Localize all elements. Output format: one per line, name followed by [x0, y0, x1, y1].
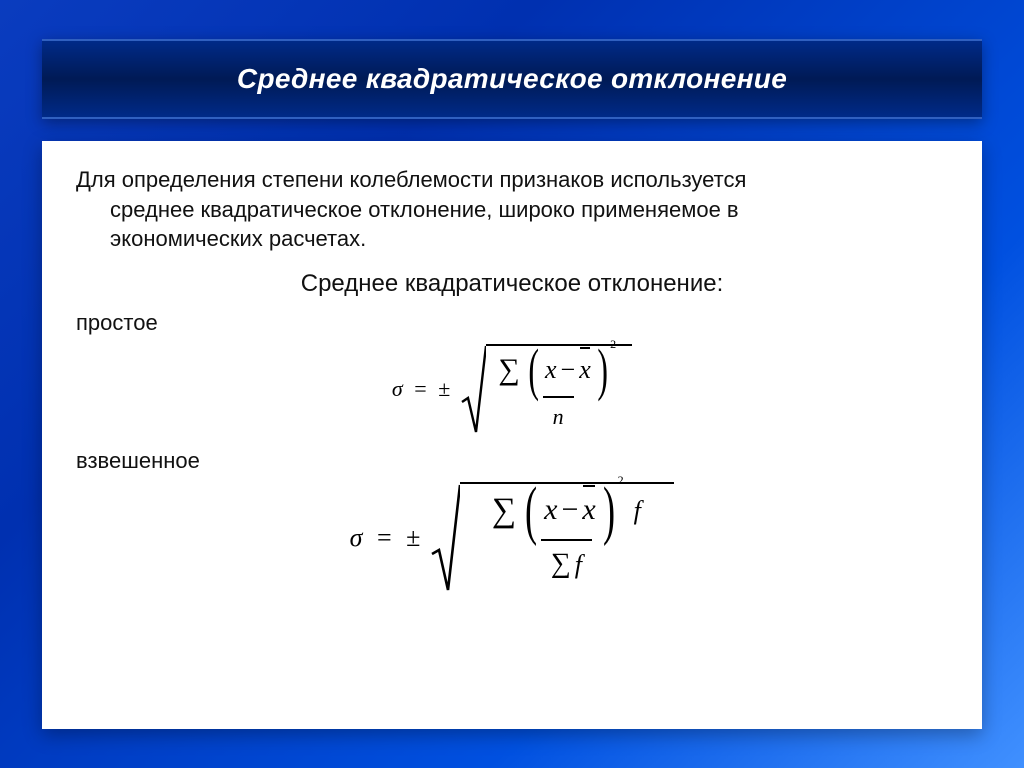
- radical-icon: [460, 344, 486, 434]
- radical-icon: [430, 482, 460, 594]
- lparen: (: [528, 348, 539, 392]
- minus-sign: −: [561, 352, 576, 387]
- sum-symbol: ∑: [492, 488, 516, 534]
- lparen: (: [525, 486, 537, 536]
- slide-title: Среднее квадратическое отклонение: [62, 63, 962, 95]
- label-weighted: взвешенное: [76, 446, 948, 476]
- var-n: n: [553, 402, 564, 432]
- content-panel: Для определения степени колеблемости при…: [42, 141, 982, 729]
- equals-sign: =: [377, 523, 392, 552]
- equals-sign: =: [414, 376, 426, 401]
- title-bar: Среднее квадратическое отклонение: [42, 39, 982, 119]
- sigma-symbol: σ: [350, 523, 363, 552]
- sqrt-weighted: ∑ ( x − x ) 2: [430, 482, 674, 594]
- sigma-symbol: σ: [392, 376, 403, 401]
- plus-minus: ±: [438, 376, 450, 401]
- label-simple: простое: [76, 308, 948, 338]
- sum-symbol: ∑: [498, 350, 519, 391]
- sqrt-simple: ∑ ( x − x ) 2: [460, 344, 632, 434]
- rparen: ): [597, 348, 608, 392]
- intro-line-2: среднее квадратическое отклонение, широк…: [76, 195, 948, 225]
- rparen: ): [603, 486, 615, 536]
- formula-simple: σ = ± ∑ (: [76, 344, 948, 434]
- formula-weighted: σ = ± ∑ (: [76, 482, 948, 594]
- power-2: 2: [618, 472, 624, 488]
- subheading: Среднее квадратическое отклонение:: [76, 268, 948, 300]
- var-f-num: f: [634, 493, 641, 528]
- intro-line-1: Для определения степени колеблемости при…: [76, 165, 948, 195]
- sum-symbol-den: ∑: [551, 545, 571, 583]
- slide: Среднее квадратическое отклонение Для оп…: [42, 39, 982, 729]
- var-x: x: [545, 352, 557, 387]
- minus-sign: −: [561, 490, 578, 531]
- plus-minus: ±: [406, 523, 420, 552]
- var-x: x: [544, 490, 557, 531]
- var-xbar: x: [582, 490, 595, 531]
- intro-line-3: экономических расчетах.: [76, 224, 948, 254]
- power-2: 2: [610, 336, 616, 352]
- intro-paragraph: Для определения степени колеблемости при…: [76, 165, 948, 254]
- var-xbar: x: [579, 352, 591, 387]
- var-f-den: f: [575, 547, 582, 582]
